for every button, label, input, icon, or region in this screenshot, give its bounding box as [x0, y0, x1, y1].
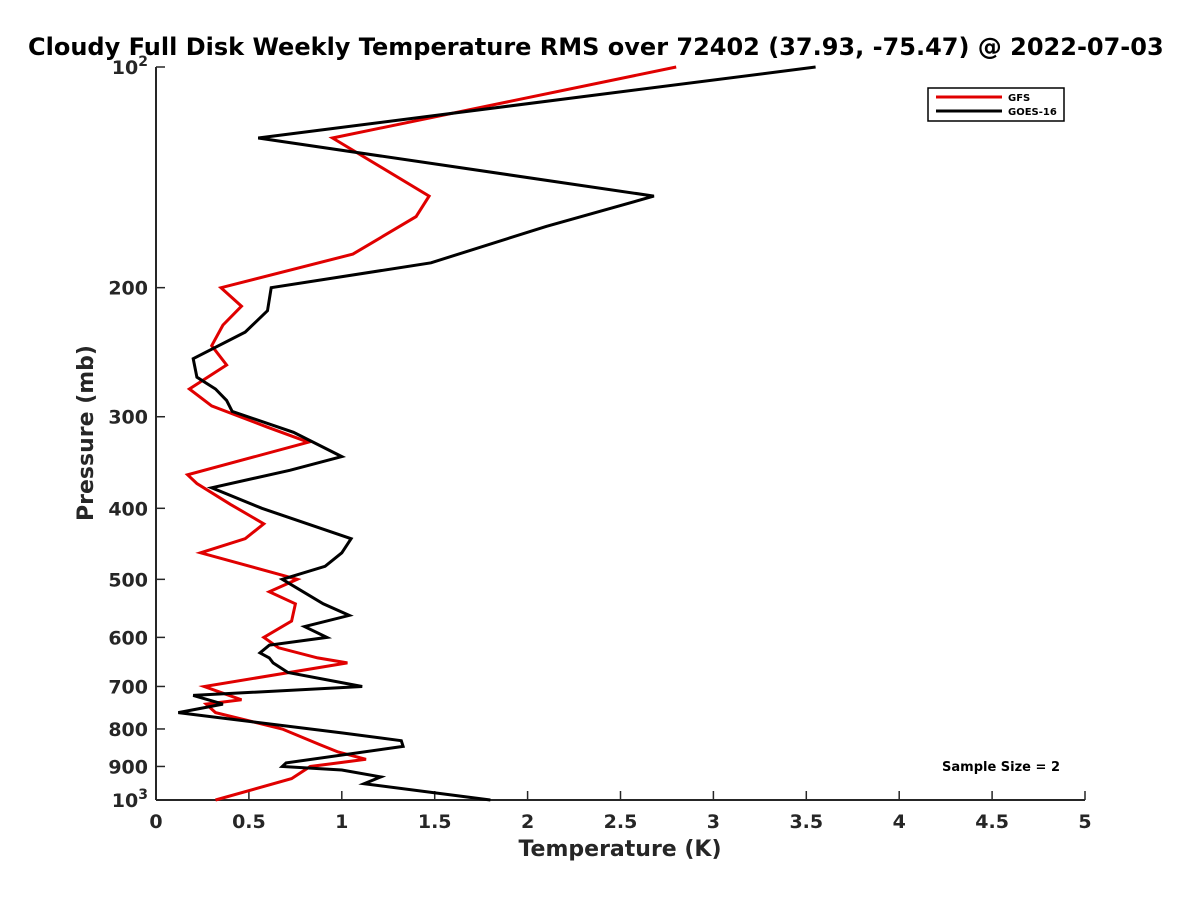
x-tick-label: 0.5	[232, 811, 266, 833]
y-tick-label: 300	[108, 407, 148, 429]
y-axis-label: Pressure (mb)	[74, 345, 99, 521]
plot-area: 0 0.5 1 1.5 2 2.5 3 3.5 4 4.5 5 102 200 300 400 500 600 7…	[108, 54, 1091, 833]
series-line-goes-16	[178, 65, 816, 802]
x-tick-label: 1.5	[418, 811, 452, 833]
y-tick-label: 800	[108, 719, 148, 741]
y-tick-label: 500	[108, 569, 148, 591]
x-tick-label: 5	[1078, 811, 1091, 833]
series-line-gfs	[184, 65, 677, 802]
x-tick-label: 4	[893, 811, 906, 833]
x-tick-label: 1	[335, 811, 348, 833]
y-tick-label: 200	[108, 278, 148, 300]
sample-size-annotation: Sample Size = 2	[942, 760, 1060, 775]
y-tick-label: 900	[108, 756, 148, 778]
x-tick-label: 0	[149, 811, 162, 833]
legend-label-gfs: GFS	[1008, 93, 1030, 104]
legend-box	[927, 87, 1065, 122]
x-tick-label: 2.5	[604, 811, 638, 833]
x-axis-label: Temperature (K)	[518, 837, 721, 862]
legend: GFS GOES-16	[927, 87, 1065, 122]
x-tick-label: 4.5	[975, 811, 1009, 833]
chart-title: Cloudy Full Disk Weekly Temperature RMS …	[28, 33, 1164, 61]
x-tick-label: 3	[707, 811, 720, 833]
y-tick-label: 700	[108, 676, 148, 698]
y-tick-label: 102	[112, 54, 148, 79]
x-tick-label: 2	[521, 811, 534, 833]
y-tick-label: 400	[108, 498, 148, 520]
y-tick-label: 600	[108, 627, 148, 649]
x-tick-label: 3.5	[789, 811, 823, 833]
y-tick-label: 103	[112, 787, 148, 812]
legend-label-goes-16: GOES-16	[1008, 107, 1057, 118]
